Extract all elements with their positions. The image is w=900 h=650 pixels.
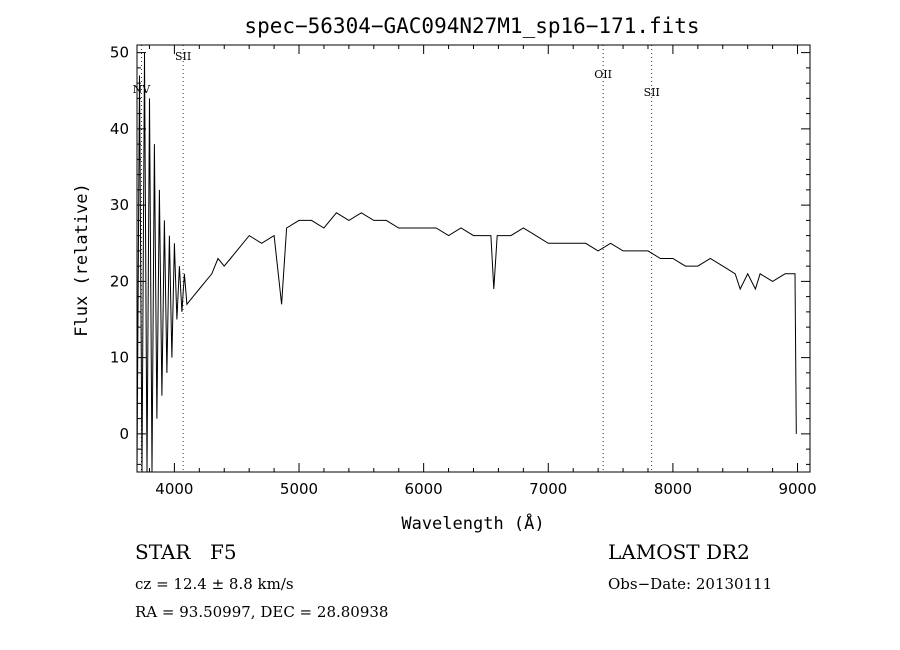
- survey-label: LAMOST DR2: [608, 540, 750, 564]
- x-tick-label: 7000: [529, 480, 567, 498]
- x-tick-label: 8000: [654, 480, 692, 498]
- axis-ticks: 4000 5000 6000 7000 8000 9000 0 10 20 30 40 50: [110, 44, 817, 498]
- line-markers: NV SII OII SII: [133, 45, 660, 472]
- y-tick-label: 20: [110, 272, 129, 290]
- redshift-velocity: cz = 12.4 ± 8.8 km/s: [135, 575, 294, 593]
- spectrum-chart: spec−56304−GAC094N27M1_sp16−171.fits NV S…: [72, 14, 817, 534]
- x-axis-label: Wavelength (Å): [401, 512, 544, 534]
- y-tick-label: 10: [110, 349, 129, 367]
- emission-line-label: OII: [594, 68, 612, 81]
- object-type: STAR: [135, 540, 191, 564]
- y-tick-label: 40: [110, 120, 129, 138]
- emission-line-label: NV: [133, 83, 152, 96]
- y-tick-label: 0: [119, 425, 129, 443]
- x-tick-label: 5000: [280, 480, 318, 498]
- observation-date: Obs−Date: 20130111: [608, 575, 773, 593]
- emission-line-label: SII: [175, 50, 191, 63]
- emission-line-label: SII: [644, 86, 660, 99]
- x-tick-label: 6000: [405, 480, 443, 498]
- chart-title: spec−56304−GAC094N27M1_sp16−171.fits: [244, 14, 699, 38]
- y-tick-label: 50: [110, 44, 129, 62]
- plot-frame: [136, 44, 811, 473]
- flux-series-line: [136, 52, 797, 473]
- spectral-subclass: F5: [210, 540, 237, 564]
- x-tick-label: 4000: [155, 480, 193, 498]
- y-tick-label: 30: [110, 196, 129, 214]
- x-tick-label: 9000: [778, 480, 816, 498]
- sky-coordinates: RA = 93.50997, DEC = 28.80938: [135, 603, 389, 621]
- y-axis-label: Flux (relative): [72, 183, 92, 337]
